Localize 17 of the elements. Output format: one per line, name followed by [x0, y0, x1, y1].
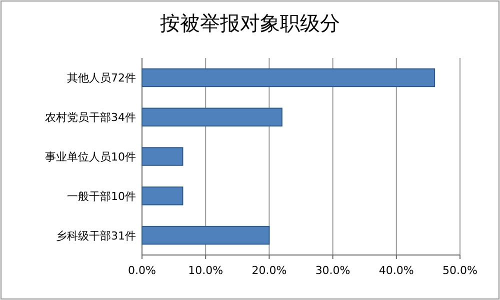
y-tick-label: 农村党员干部34件	[45, 111, 136, 124]
x-tick-label: 10.0%	[188, 264, 224, 277]
x-tick-label: 50.0%	[442, 264, 478, 277]
bar	[142, 186, 184, 206]
x-tick-label: 0.0%	[128, 264, 156, 277]
y-tick-label: 一般干部10件	[67, 190, 136, 203]
bar	[142, 226, 270, 245]
x-tick-label: 30.0%	[315, 264, 350, 277]
x-tick-label: 40.0%	[378, 264, 414, 277]
bar	[142, 147, 184, 166]
y-tick-label: 乡科级干部31件	[56, 229, 136, 242]
x-tick-label: 20.0%	[252, 264, 287, 277]
bar	[142, 68, 436, 88]
chart-title: 按被举报对象职级分	[160, 11, 340, 35]
bar	[142, 108, 282, 126]
y-tick-label: 事业单位人员10件	[45, 150, 136, 164]
y-tick-label: 其他人员72件	[67, 72, 136, 85]
